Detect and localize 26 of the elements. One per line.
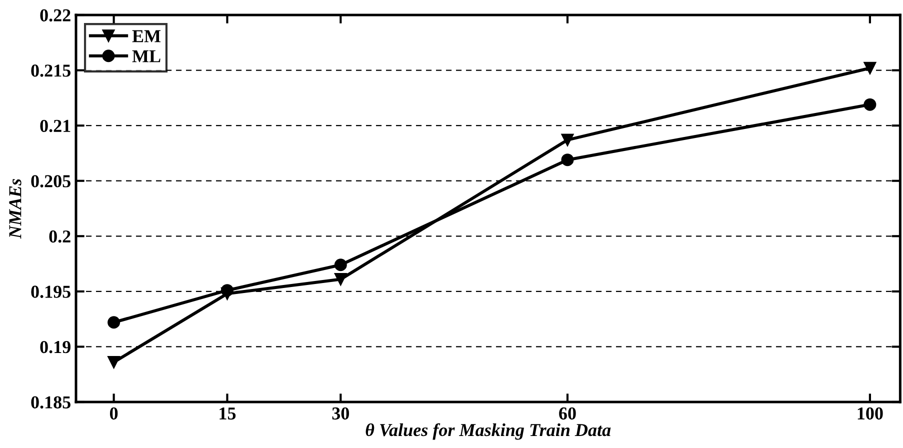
x-tick-label: 30 bbox=[332, 407, 349, 420]
y-axis-title: NMAEs bbox=[9, 178, 22, 239]
y-tick-label: 0.195 bbox=[31, 286, 70, 298]
y-tick-label: 0.19 bbox=[40, 340, 70, 354]
y-tick-label: 0.2 bbox=[49, 230, 70, 243]
y-tick-label: 0.215 bbox=[31, 64, 70, 77]
x-tick-label: 15 bbox=[220, 407, 236, 420]
point bbox=[561, 154, 574, 166]
y-tick-label: 0.22 bbox=[40, 9, 70, 22]
point bbox=[220, 287, 234, 300]
x-tick-label: 0 bbox=[110, 407, 118, 420]
x-tick-label: 100 bbox=[858, 407, 883, 420]
point bbox=[864, 98, 876, 111]
y-tick-label: 0.205 bbox=[31, 175, 70, 188]
y-tick-label: 0.185 bbox=[31, 396, 70, 409]
point bbox=[561, 134, 574, 146]
point bbox=[334, 258, 347, 272]
point bbox=[108, 316, 120, 329]
legend-label: EM bbox=[132, 30, 161, 42]
point bbox=[864, 62, 876, 74]
point bbox=[108, 356, 120, 368]
x-tick-label: 60 bbox=[559, 407, 576, 420]
legend-label: ML bbox=[132, 50, 160, 62]
y-tick-label: 0.21 bbox=[40, 120, 70, 132]
point bbox=[334, 273, 347, 286]
x-axis-title: θ Values for Masking Train Data bbox=[366, 423, 611, 440]
